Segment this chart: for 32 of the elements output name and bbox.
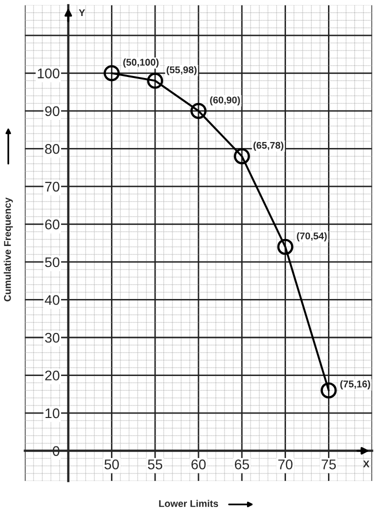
y-tick-label: 30 <box>45 332 60 343</box>
annotation: (55,98) <box>166 66 197 76</box>
annotation: (60,90) <box>210 96 240 106</box>
x-axis-title: Lower Limits <box>159 500 218 508</box>
annotation: Y <box>78 9 86 16</box>
x-tick-label: 50 <box>104 459 119 470</box>
y-tick-label: 40 <box>44 295 60 305</box>
y-tick-label: 60 <box>45 220 60 230</box>
annotation: (70,54) <box>296 232 327 242</box>
y-tick-label: 10 <box>46 408 60 418</box>
x-tick-label: 75 <box>322 460 336 470</box>
y-tick-label: 80 <box>45 144 60 154</box>
y-tick-label: 100 <box>38 68 60 78</box>
x-tick-label: 65 <box>234 459 250 470</box>
point <box>320 382 337 398</box>
y-axis-title: Cumulative Frequency <box>4 198 13 302</box>
annotation: X <box>363 460 370 468</box>
annotation: (50,100) <box>123 58 159 68</box>
y-tick-label: 90 <box>45 106 60 116</box>
y-tick-label: 20 <box>45 370 60 380</box>
point <box>234 148 250 164</box>
point <box>104 65 120 82</box>
annotation: (65,78) <box>253 142 284 151</box>
point <box>277 238 294 255</box>
annotation: (75,16) <box>340 380 370 390</box>
x-tick-label: 70 <box>278 459 292 470</box>
y-tick-label: 50 <box>45 257 60 268</box>
x-tick-label: 60 <box>191 459 206 470</box>
point <box>190 102 207 119</box>
x-tick-label: 55 <box>148 460 162 470</box>
point <box>147 72 164 89</box>
y-tick-label: 70 <box>45 182 60 192</box>
